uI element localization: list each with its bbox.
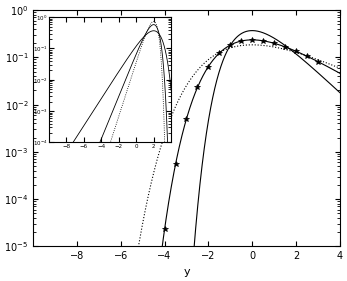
- X-axis label: y: y: [183, 267, 190, 277]
